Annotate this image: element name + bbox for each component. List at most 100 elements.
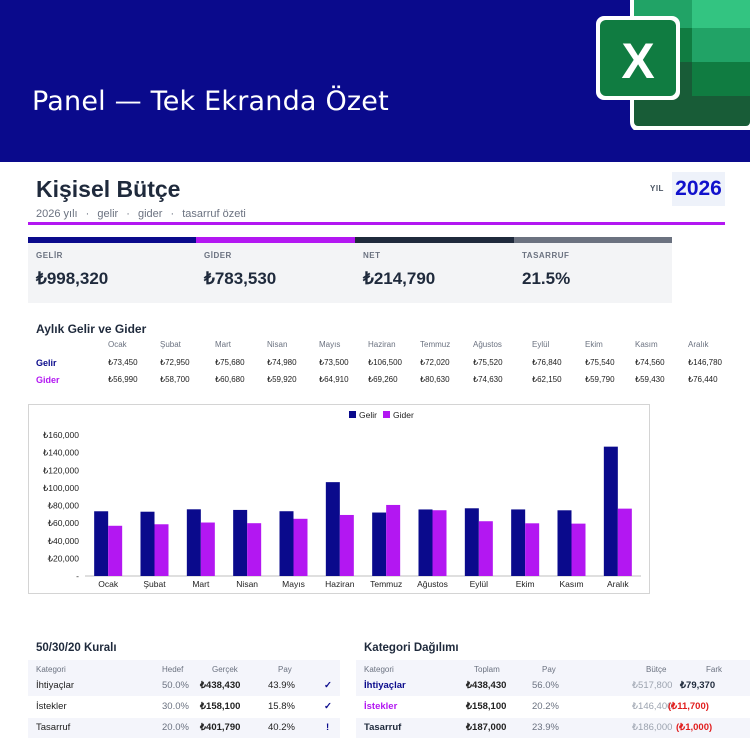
bar-gider (525, 523, 540, 576)
y-tick-label: ₺20,000 (48, 553, 80, 563)
excel-logo-letter: X (621, 33, 654, 89)
year-input[interactable]: 2026 (672, 172, 725, 206)
col-header: Bütçe (646, 665, 667, 674)
expense-cell: ₺56,990 (108, 375, 138, 384)
kpi-bar (355, 237, 514, 243)
expense-cell: ₺64,910 (319, 375, 349, 384)
category-table: Kategori Toplam Pay Bütçe Fark İhtiyaçla… (356, 660, 750, 750)
cat-share: 20.2% (532, 701, 559, 712)
dashboard-sheet: Kişisel Bütçe 2026 yılı · gelir · gider … (28, 162, 750, 750)
y-tick-label: ₺60,000 (48, 518, 80, 528)
col-header: Pay (542, 665, 556, 674)
col-header: Kategori (36, 665, 66, 674)
kpi-card-expense: GİDER ₺783,530 (196, 237, 355, 303)
excel-logo-icon: X (596, 0, 750, 130)
bar-gider (478, 521, 493, 576)
x-tick-label: Ocak (98, 579, 119, 589)
bar-gider (200, 522, 215, 576)
bar-gider (432, 510, 447, 576)
bar-gider (293, 518, 308, 576)
rule-actual: ₺438,430 (200, 680, 241, 691)
kpi-value: ₺783,530 (204, 269, 277, 288)
rule-share: 40.2% (268, 722, 295, 733)
cat-budget: ₺146,400 (632, 701, 673, 712)
rule-target: 30.0% (162, 701, 189, 712)
monthly-title: Aylık Gelir ve Gider (36, 322, 147, 336)
check-icon: ✓ (324, 701, 332, 712)
year-label: YIL (650, 184, 664, 193)
cat-diff: ₺79,370 (680, 680, 716, 691)
income-cell: ₺75,680 (215, 358, 245, 367)
warning-icon: ! (326, 722, 330, 733)
income-cell: ₺73,500 (319, 358, 349, 367)
month-header: Ağustos (473, 340, 502, 349)
expense-cell: ₺62,150 (532, 375, 562, 384)
cat-diff: (₺11,700) (668, 701, 709, 712)
cat-name: İstekler (364, 701, 398, 712)
subtitle-part: gider (137, 208, 163, 220)
y-tick-label: ₺160,000 (43, 430, 79, 440)
month-header: Haziran (368, 340, 396, 349)
x-tick-label: Ağustos (417, 579, 448, 589)
bar-gider (386, 504, 401, 576)
category-title: Kategori Dağılımı (364, 642, 459, 654)
x-tick-label: Şubat (143, 579, 166, 589)
chart-svg: - ₺20,000 ₺40,000 ₺60,000 ₺80,000 ₺100,000 ₺12… (43, 410, 641, 589)
expense-cell: ₺59,790 (585, 375, 615, 384)
bar-gider (108, 525, 123, 576)
bar-gelir (279, 511, 294, 576)
bar-gelir (372, 512, 387, 576)
expense-row-label: Gider (36, 375, 60, 385)
rule-target: 50.0% (162, 680, 189, 691)
subtitle-part: 2026 yılı (36, 208, 78, 220)
bar-gelir (140, 511, 155, 576)
col-header: Fark (706, 665, 722, 674)
x-tick-label: Aralık (607, 579, 629, 589)
rule-actual: ₺158,100 (200, 701, 241, 712)
bar-gelir (557, 510, 572, 576)
check-icon: ✓ (324, 680, 332, 691)
expense-cell: ₺69,260 (368, 375, 398, 384)
bar-gider (617, 508, 632, 576)
bar-gider (339, 514, 354, 576)
cat-share: 23.9% (532, 722, 559, 733)
banner-title: Panel — Tek Ekranda Özet (32, 86, 389, 117)
x-tick-label: Haziran (325, 579, 355, 589)
kpi-value: ₺214,790 (363, 269, 436, 288)
month-header: Mart (215, 340, 231, 349)
month-header: Şubat (160, 340, 181, 349)
table-row (356, 718, 750, 738)
cat-total: ₺187,000 (466, 722, 507, 733)
income-cell: ₺72,950 (160, 358, 190, 367)
kpi-label: NET (363, 251, 381, 260)
bar-gider (247, 523, 262, 576)
cat-total: ₺158,100 (466, 701, 507, 712)
rule-target: 20.0% (162, 722, 189, 733)
cat-share: 56.0% (532, 680, 559, 691)
table-row (28, 718, 340, 738)
x-tick-label: Mart (192, 579, 210, 589)
cat-name: İhtiyaçlar (364, 680, 406, 691)
month-header: Ekim (585, 340, 603, 349)
table-header-bg (28, 660, 340, 676)
col-header: Gerçek (212, 665, 238, 674)
expense-cell: ₺59,430 (635, 375, 665, 384)
income-expense-chart[interactable]: - ₺20,000 ₺40,000 ₺60,000 ₺80,000 ₺100,000 ₺12… (28, 404, 650, 594)
page-title: Kişisel Bütçe (36, 176, 181, 202)
income-cell: ₺73,450 (108, 358, 138, 367)
expense-cell: ₺60,680 (215, 375, 245, 384)
table-header-bg (356, 660, 750, 676)
divider (28, 222, 725, 225)
rule-cat: İhtiyaçlar (36, 680, 75, 691)
col-header: Toplam (474, 665, 500, 674)
kpi-card-net: NET ₺214,790 (355, 237, 514, 303)
expense-cell: ₺80,630 (420, 375, 450, 384)
bar-gelir (511, 509, 526, 576)
bar-gelir (464, 508, 479, 576)
legend-label: Gelir (359, 410, 377, 420)
x-tick-label: Mayıs (282, 579, 305, 589)
col-header: Kategori (364, 665, 394, 674)
kpi-bar (28, 237, 196, 243)
rule-share: 15.8% (268, 701, 295, 712)
cat-total: ₺438,430 (466, 680, 507, 691)
